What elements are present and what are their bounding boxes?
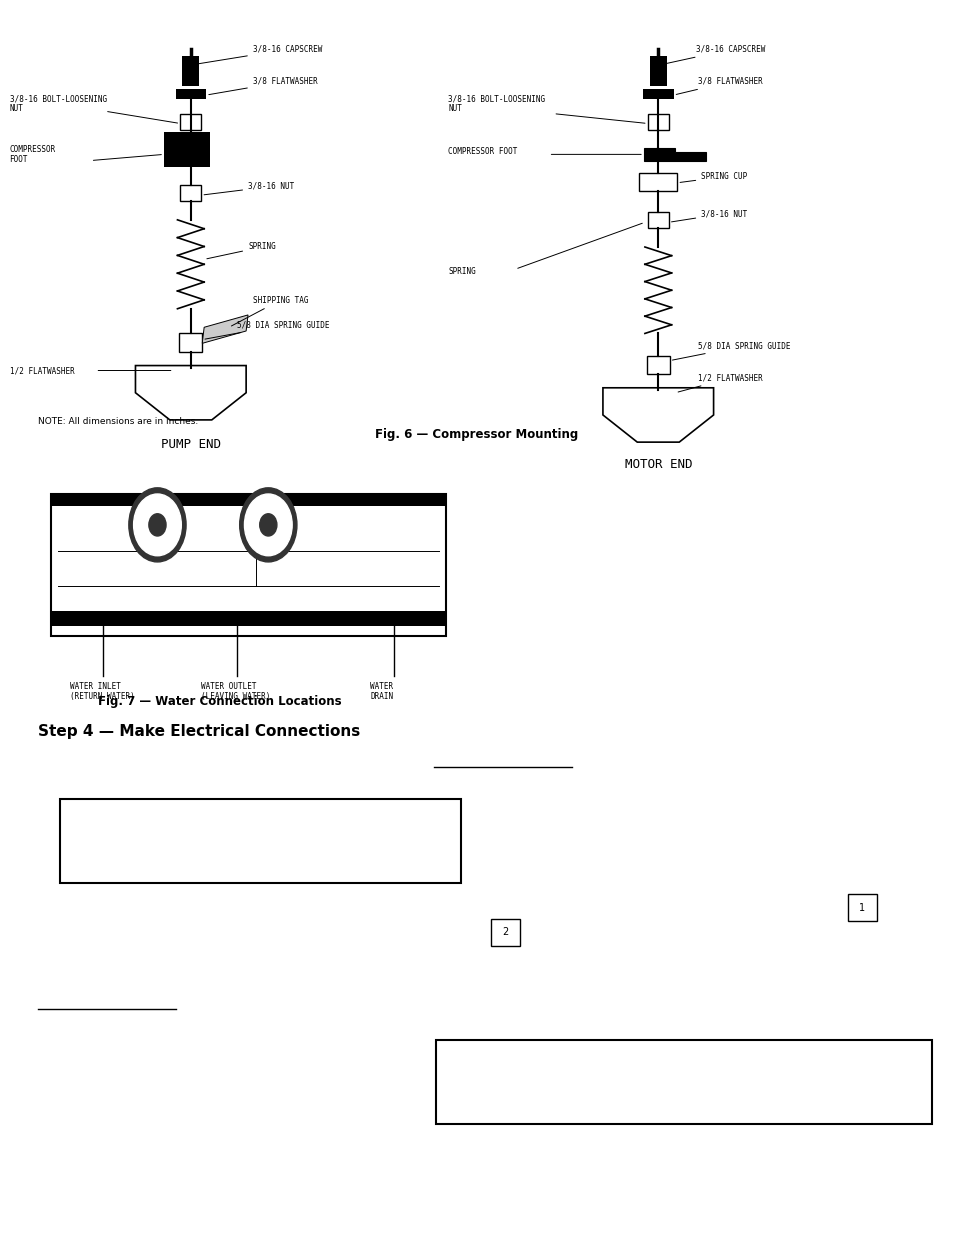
Text: 1/2 FLATWASHER: 1/2 FLATWASHER (10, 366, 74, 375)
Circle shape (244, 494, 292, 556)
Text: SHIPPING TAG: SHIPPING TAG (232, 295, 308, 326)
Bar (491, 919, 519, 946)
Bar (60, 799, 460, 883)
Bar (182, 56, 199, 86)
Bar (51, 494, 446, 506)
Text: WATER INLET
(RETURN WATER): WATER INLET (RETURN WATER) (70, 682, 134, 701)
Text: 5/8 DIA SPRING GUIDE: 5/8 DIA SPRING GUIDE (205, 320, 329, 340)
Circle shape (259, 514, 276, 536)
Text: NOTE: All dimensions are in inches.: NOTE: All dimensions are in inches. (38, 416, 198, 426)
Bar (51, 611, 446, 626)
Bar (639, 173, 677, 191)
Circle shape (133, 494, 181, 556)
Bar (642, 89, 673, 99)
Text: 3/8 FLATWASHER: 3/8 FLATWASHER (676, 77, 762, 94)
Bar (436, 1040, 931, 1124)
Text: PUMP END: PUMP END (161, 438, 220, 451)
Polygon shape (643, 148, 705, 161)
Text: Fig. 7 — Water Connection Locations: Fig. 7 — Water Connection Locations (97, 695, 341, 708)
Bar (180, 114, 201, 130)
Bar (51, 494, 446, 636)
Bar (164, 132, 210, 167)
Text: COMPRESSOR
FOOT: COMPRESSOR FOOT (10, 144, 55, 164)
Circle shape (239, 488, 296, 562)
Bar (847, 894, 876, 921)
Text: Fig. 6 — Compressor Mounting: Fig. 6 — Compressor Mounting (375, 429, 578, 441)
Text: 3/8-16 CAPSCREW: 3/8-16 CAPSCREW (198, 44, 322, 64)
Text: 1: 1 (859, 903, 864, 913)
Text: 3/8-16 NUT: 3/8-16 NUT (671, 209, 746, 222)
Text: COMPRESSOR FOOT: COMPRESSOR FOOT (448, 147, 517, 157)
Circle shape (149, 514, 166, 536)
Text: 2: 2 (502, 927, 508, 937)
Text: 3/8-16 NUT: 3/8-16 NUT (204, 182, 294, 195)
Bar (649, 56, 666, 86)
Bar (646, 356, 669, 374)
Circle shape (129, 488, 186, 562)
Bar (647, 114, 668, 130)
Polygon shape (135, 366, 246, 420)
Text: WATER OUTLET
(LEAVING WATER): WATER OUTLET (LEAVING WATER) (201, 682, 271, 701)
Bar (173, 368, 208, 375)
Text: SPRING: SPRING (448, 267, 476, 277)
Bar (647, 212, 668, 228)
Text: 1/2 FLATWASHER: 1/2 FLATWASHER (678, 373, 762, 391)
Bar (640, 390, 675, 398)
Text: 3/8-16 CAPSCREW: 3/8-16 CAPSCREW (665, 44, 765, 64)
Text: 3/8 FLATWASHER: 3/8 FLATWASHER (209, 77, 317, 95)
Polygon shape (602, 388, 713, 442)
Text: SPRING: SPRING (207, 242, 275, 259)
Bar (179, 333, 202, 352)
Polygon shape (202, 315, 248, 343)
Bar (175, 89, 206, 99)
Text: SPRING CUP: SPRING CUP (679, 172, 746, 183)
Text: 3/8-16 BOLT-LOOSENING
NUT: 3/8-16 BOLT-LOOSENING NUT (448, 94, 545, 114)
Text: WATER
DRAIN: WATER DRAIN (370, 682, 393, 701)
Text: 3/8-16 BOLT-LOOSENING
NUT: 3/8-16 BOLT-LOOSENING NUT (10, 94, 107, 114)
Bar (180, 185, 201, 201)
Text: Step 4 — Make Electrical Connections: Step 4 — Make Electrical Connections (38, 724, 360, 739)
Text: MOTOR END: MOTOR END (624, 458, 691, 471)
Text: 5/8 DIA SPRING GUIDE: 5/8 DIA SPRING GUIDE (672, 341, 790, 361)
